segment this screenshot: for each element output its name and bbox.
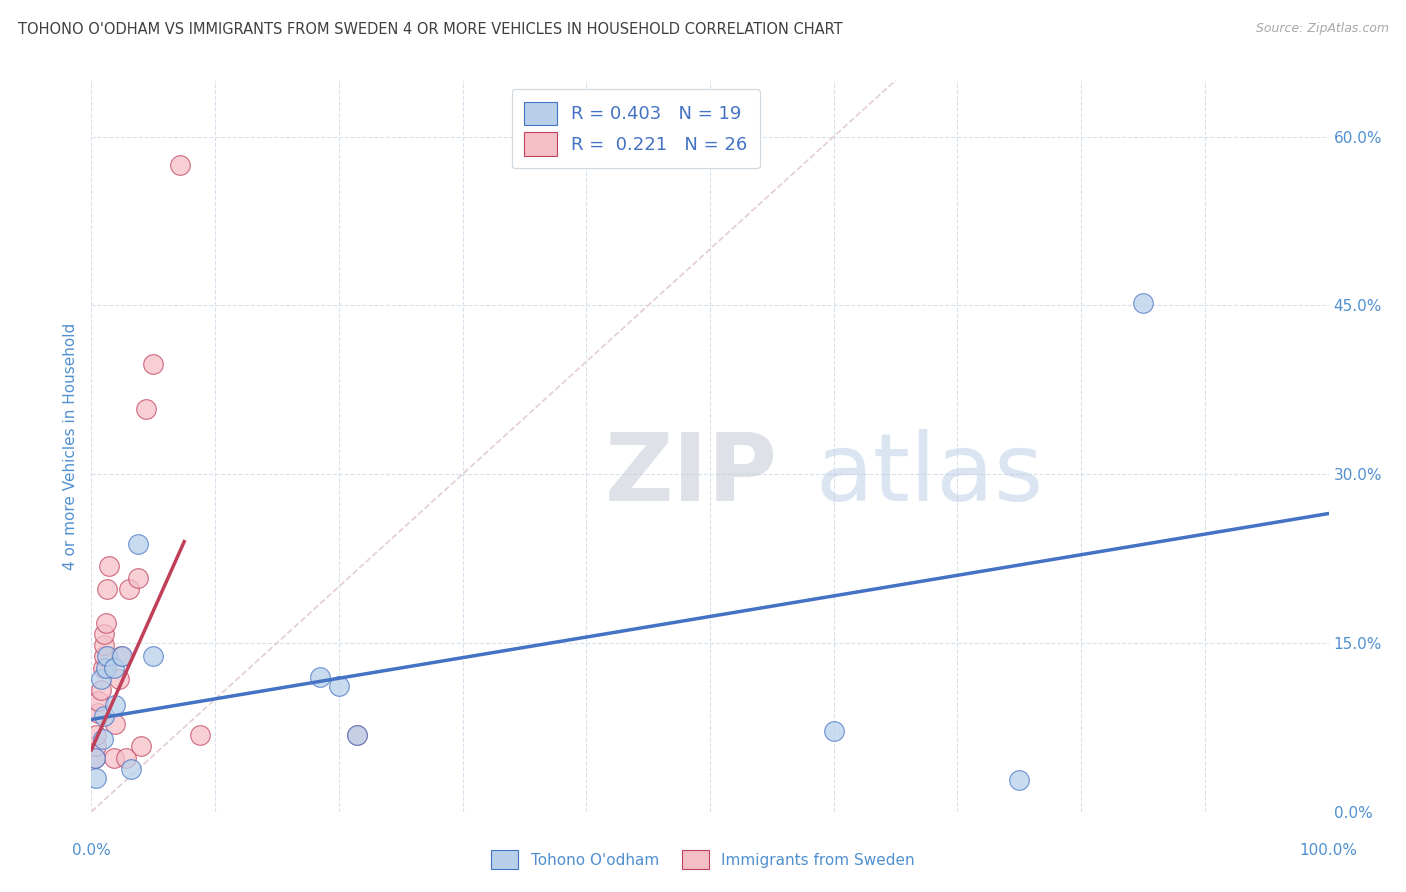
Point	[135, 401, 157, 416]
Point	[328, 679, 350, 693]
Point	[346, 728, 368, 742]
Point	[93, 649, 115, 664]
Point	[127, 571, 149, 585]
Point	[84, 750, 107, 764]
Point	[104, 717, 127, 731]
Point	[107, 672, 129, 686]
Text: 100.0%: 100.0%	[1299, 843, 1358, 858]
Text: 0.0%: 0.0%	[72, 843, 111, 858]
Point	[86, 728, 108, 742]
Point	[103, 750, 125, 764]
Point	[93, 627, 115, 641]
Point	[97, 559, 120, 574]
Text: TOHONO O'ODHAM VS IMMIGRANTS FROM SWEDEN 4 OR MORE VEHICLES IN HOUSEHOLD CORRELA: TOHONO O'ODHAM VS IMMIGRANTS FROM SWEDEN…	[18, 22, 844, 37]
Point	[96, 649, 118, 664]
Point	[96, 615, 118, 630]
Point	[86, 706, 108, 720]
Point	[169, 158, 191, 172]
Point	[91, 731, 114, 746]
Point	[1132, 296, 1154, 310]
Point	[93, 638, 115, 652]
Point	[117, 582, 139, 596]
Text: atlas: atlas	[815, 429, 1043, 521]
Point	[309, 670, 332, 684]
Point	[91, 661, 114, 675]
Point	[142, 357, 165, 371]
Y-axis label: 4 or more Vehicles in Household: 4 or more Vehicles in Household	[63, 322, 79, 570]
Point	[188, 728, 211, 742]
Point	[86, 739, 108, 754]
Point	[129, 739, 152, 754]
Point	[90, 672, 112, 686]
Point	[93, 709, 115, 723]
Text: Source: ZipAtlas.com: Source: ZipAtlas.com	[1256, 22, 1389, 36]
Point	[96, 582, 118, 596]
Point	[86, 771, 108, 785]
Point	[120, 762, 142, 776]
Point	[346, 728, 368, 742]
Point	[142, 649, 165, 664]
Point	[86, 694, 108, 708]
Point	[115, 750, 138, 764]
Text: ZIP: ZIP	[605, 429, 778, 521]
Point	[90, 683, 112, 698]
Point	[104, 698, 127, 712]
Point	[103, 661, 125, 675]
Point	[127, 537, 149, 551]
Point	[96, 661, 118, 675]
Point	[111, 649, 134, 664]
Point	[1008, 773, 1031, 788]
Point	[823, 723, 845, 738]
Point	[84, 750, 107, 764]
Legend: R = 0.403   N = 19, R =  0.221   N = 26: R = 0.403 N = 19, R = 0.221 N = 26	[512, 89, 761, 169]
Legend: Tohono O'odham, Immigrants from Sweden: Tohono O'odham, Immigrants from Sweden	[485, 844, 921, 875]
Point	[110, 649, 132, 664]
